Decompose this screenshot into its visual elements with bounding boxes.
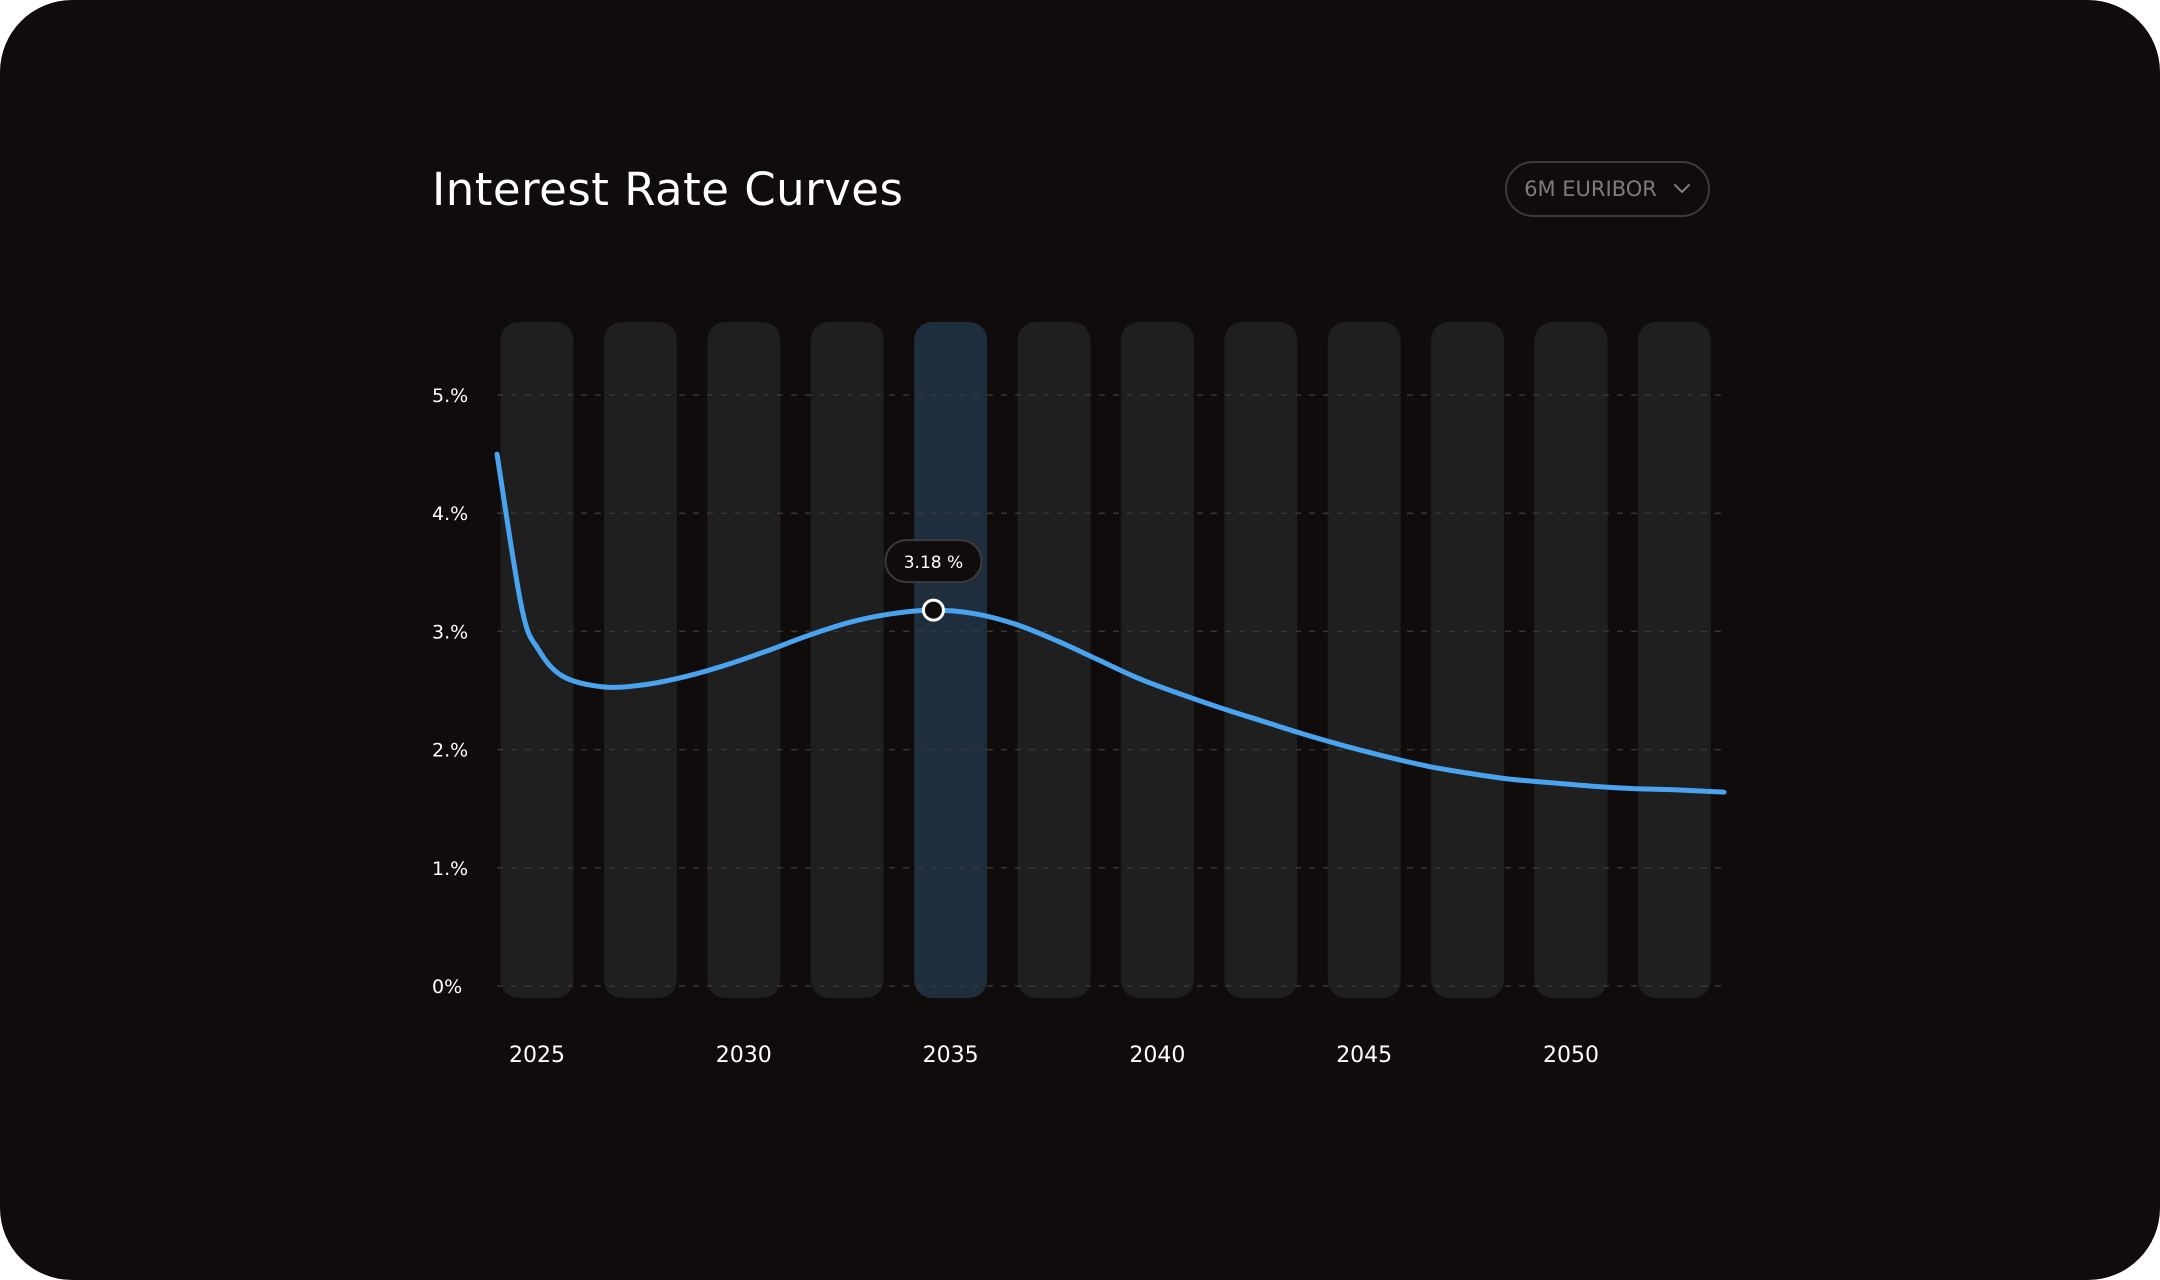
x-tick-label: 2025	[509, 1043, 565, 1068]
tooltip-value: 3.18 %	[904, 553, 963, 573]
chart-column	[1431, 322, 1505, 998]
x-tick-label: 2035	[923, 1043, 979, 1068]
chart-column	[1534, 322, 1608, 998]
y-tick-label: 2.%	[432, 740, 468, 762]
y-tick-label: 4.%	[432, 503, 468, 525]
chart-column-highlighted	[914, 322, 988, 998]
y-tick-label: 1.%	[432, 858, 468, 880]
chart-column	[1120, 322, 1194, 998]
rate-selector-dropdown[interactable]: 6M EURIBOR	[1505, 161, 1710, 217]
chevron-down-icon	[1673, 184, 1690, 193]
rate-selector-value: 6M EURIBOR	[1524, 177, 1657, 201]
series-line	[494, 451, 1727, 795]
y-tick-label: 5.%	[432, 385, 468, 407]
tooltip-box	[884, 539, 983, 584]
y-tick-label: 3.%	[432, 621, 468, 643]
page-title: Interest Rate Curves	[432, 163, 904, 216]
y-tick-label: 0%	[432, 976, 462, 998]
x-tick-label: 2030	[716, 1043, 772, 1068]
highlight-point-marker	[921, 598, 945, 622]
x-tick-label: 2050	[1543, 1043, 1599, 1068]
chart-column	[1327, 322, 1401, 998]
chart-column	[1637, 322, 1711, 998]
chart-column	[1017, 322, 1091, 998]
x-tick-label: 2040	[1129, 1043, 1185, 1068]
chart-column	[603, 322, 677, 998]
x-tick-label: 2045	[1336, 1043, 1392, 1068]
chart-column	[810, 322, 884, 998]
chart-column	[1224, 322, 1298, 998]
chart-column	[500, 322, 574, 998]
